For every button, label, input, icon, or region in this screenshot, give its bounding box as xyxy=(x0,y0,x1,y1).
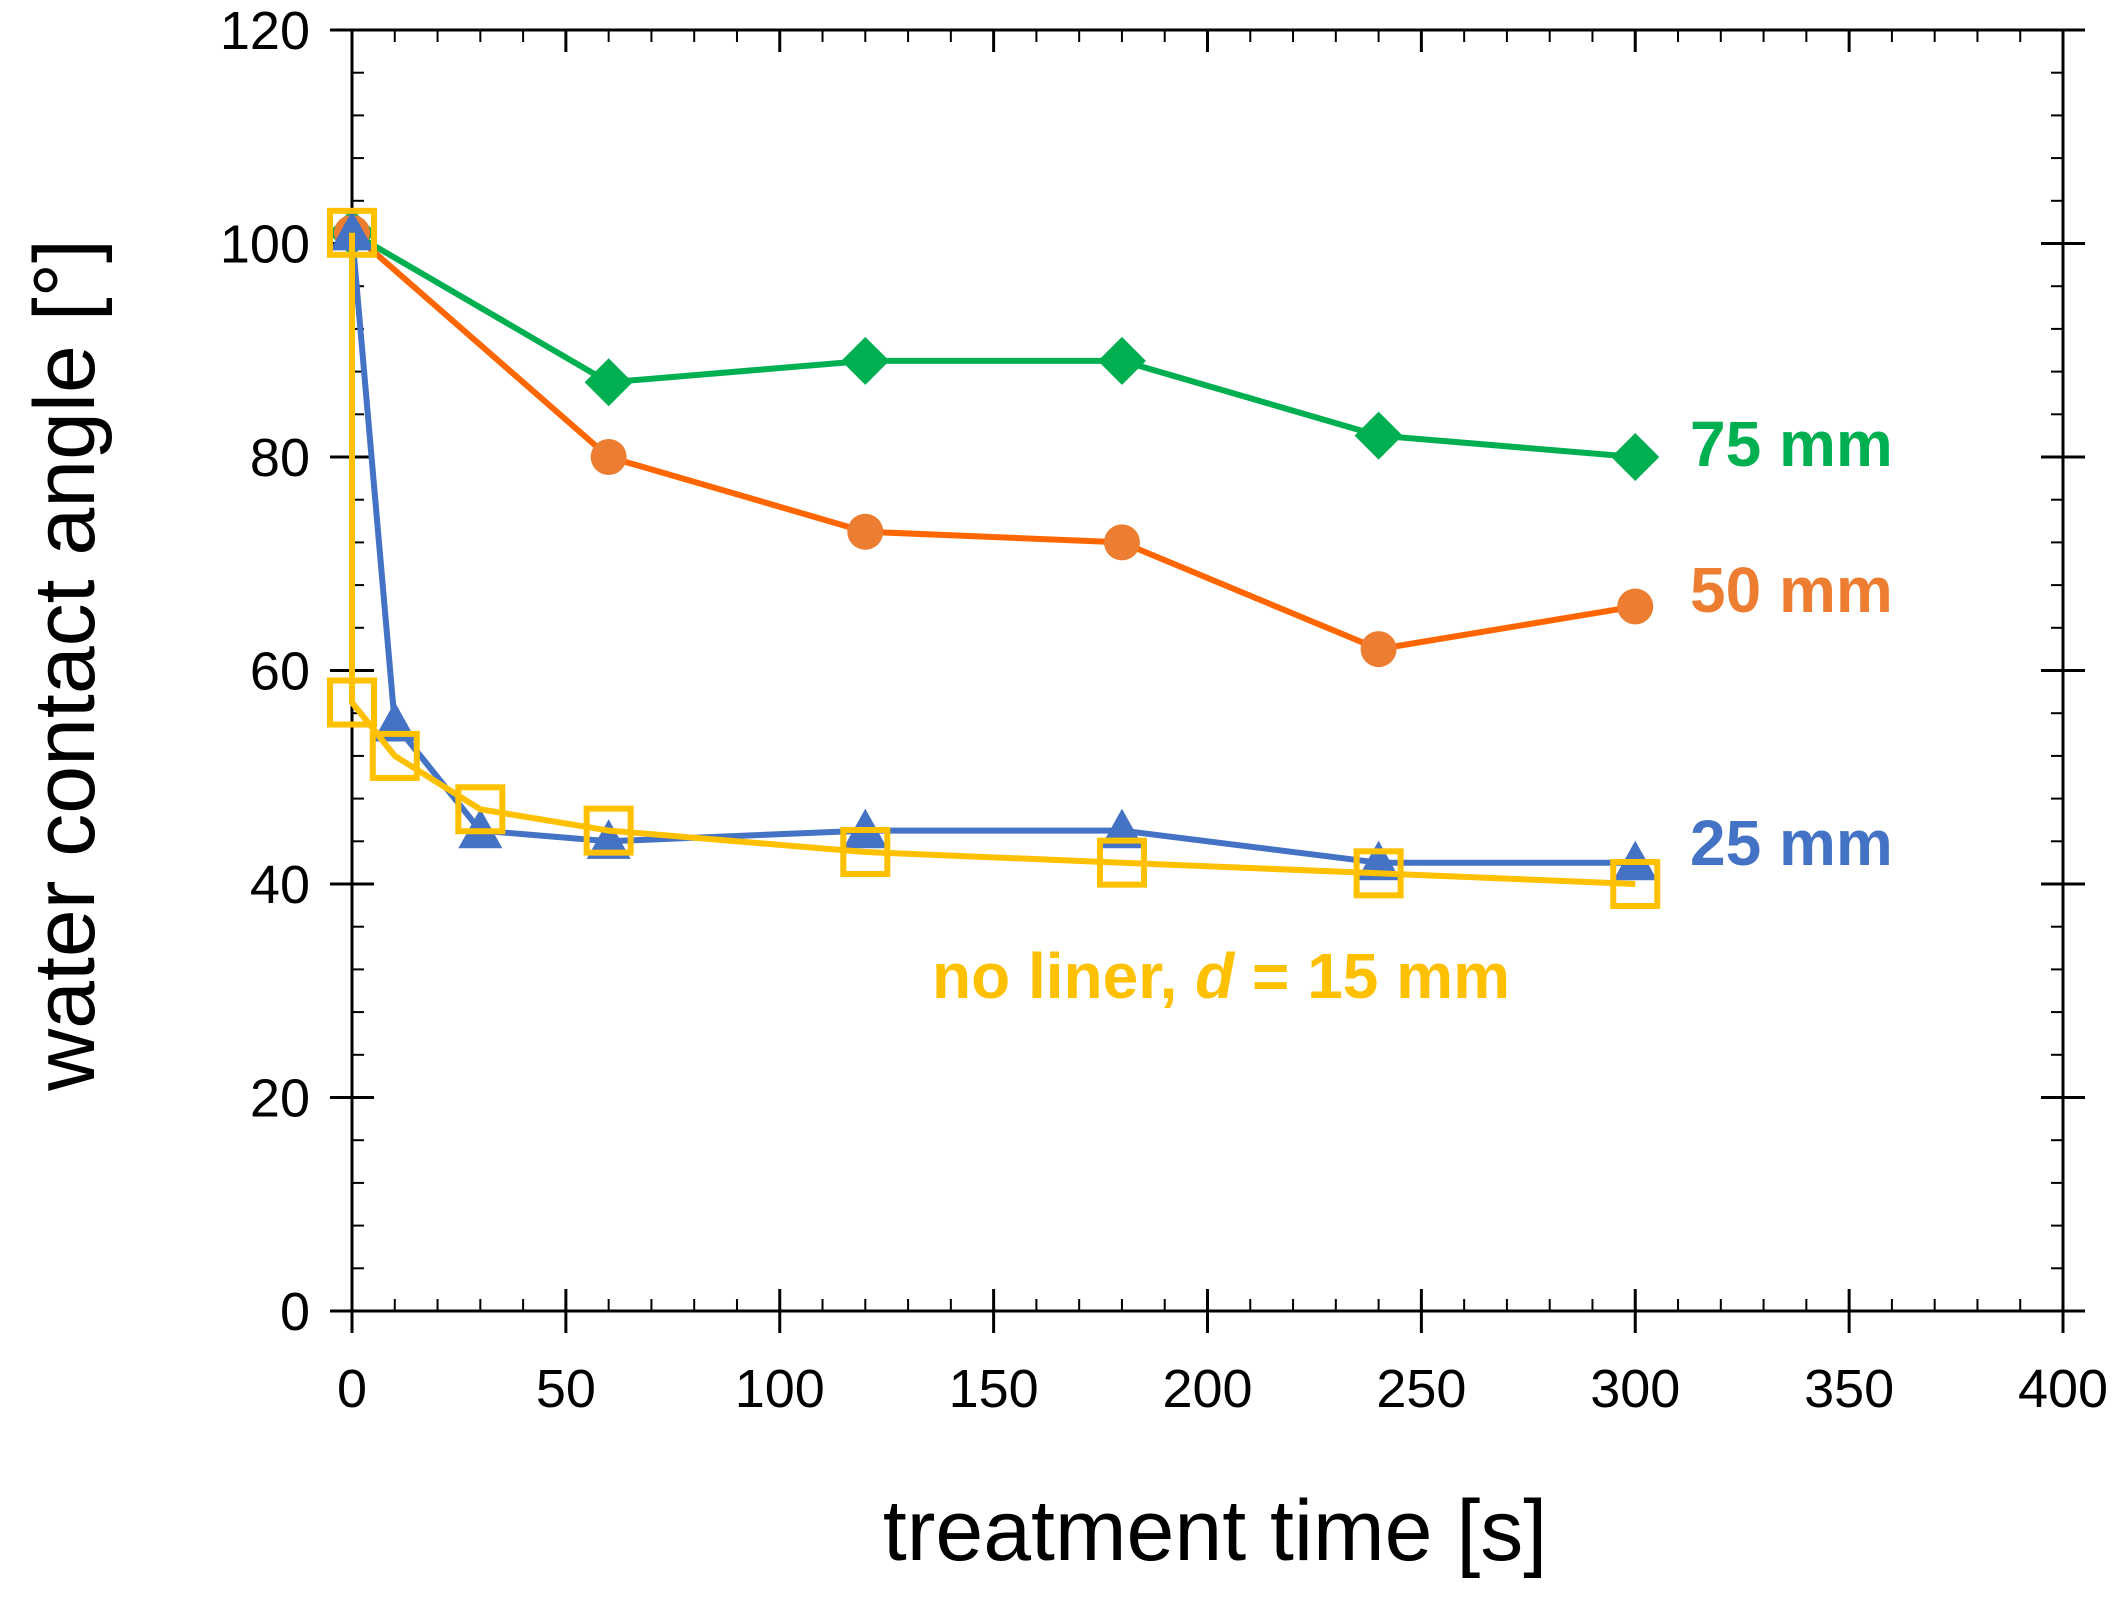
x-tick-label: 0 xyxy=(337,1359,367,1419)
data-point xyxy=(840,826,891,877)
series-line xyxy=(349,232,1636,866)
label-no-liner-part1: no liner, xyxy=(932,940,1195,1012)
x-tick-labels: 0 50 100 150 200 250 300 350 400 xyxy=(337,1359,2108,1419)
series-line xyxy=(349,232,1636,887)
x-tick-label: 100 xyxy=(735,1359,825,1419)
data-point xyxy=(1610,859,1661,909)
data-point xyxy=(1611,433,1660,481)
data-point xyxy=(1353,848,1404,899)
series-line xyxy=(350,230,1636,653)
plot-frame xyxy=(350,28,2065,1313)
x-tick-label: 250 xyxy=(1376,1359,1466,1419)
series-25mm xyxy=(330,210,1658,881)
data-point xyxy=(841,336,890,385)
label-no-liner: no liner, d = 15 mm xyxy=(932,940,1510,1012)
series-no-liner xyxy=(327,207,1661,909)
minor-ticks xyxy=(352,30,2063,1311)
y-tick-labels: 0 20 40 60 80 100 120 xyxy=(220,1,310,1342)
data-point xyxy=(1096,837,1147,888)
series-layer xyxy=(327,207,1661,909)
y-tick-label: 20 xyxy=(250,1069,310,1129)
data-point xyxy=(330,210,374,251)
series-75mm xyxy=(328,208,1660,481)
data-point xyxy=(1103,524,1140,561)
y-axis-title: water contact angle [°] xyxy=(17,239,113,1092)
label-75mm: 75 mm xyxy=(1690,408,1893,480)
x-tick-label: 200 xyxy=(1162,1359,1252,1419)
y-tick-label: 100 xyxy=(220,215,310,275)
data-point xyxy=(1617,588,1654,625)
data-point xyxy=(590,439,627,475)
y-tick-label: 40 xyxy=(250,855,310,915)
y-tick-label: 80 xyxy=(250,428,310,488)
y-tick-label: 0 xyxy=(280,1282,310,1342)
series-line xyxy=(350,230,1636,460)
x-axis-title: treatment time [s] xyxy=(883,1483,1547,1579)
major-ticks xyxy=(330,28,2085,1333)
data-point xyxy=(586,819,631,859)
y-tick-label: 120 xyxy=(220,1,310,61)
data-point xyxy=(1097,336,1146,385)
data-point xyxy=(583,805,634,856)
label-50mm: 50 mm xyxy=(1690,554,1893,626)
x-tick-label: 300 xyxy=(1590,1359,1680,1419)
data-point xyxy=(1354,411,1403,460)
x-tick-label: 350 xyxy=(1804,1359,1894,1419)
label-no-liner-d: d xyxy=(1195,940,1236,1012)
x-tick-label: 400 xyxy=(2018,1359,2108,1419)
data-point xyxy=(455,784,506,835)
y-tick-label: 60 xyxy=(250,642,310,702)
data-point xyxy=(327,677,377,728)
data-point xyxy=(369,730,420,781)
label-no-liner-part2: = 15 mm xyxy=(1234,940,1510,1012)
data-point xyxy=(327,207,377,258)
data-point xyxy=(847,513,884,550)
x-tick-label: 150 xyxy=(949,1359,1039,1419)
data-point xyxy=(1360,631,1397,668)
data-point xyxy=(584,358,633,407)
x-tick-label: 50 xyxy=(536,1359,596,1419)
label-25mm: 25 mm xyxy=(1690,807,1893,879)
